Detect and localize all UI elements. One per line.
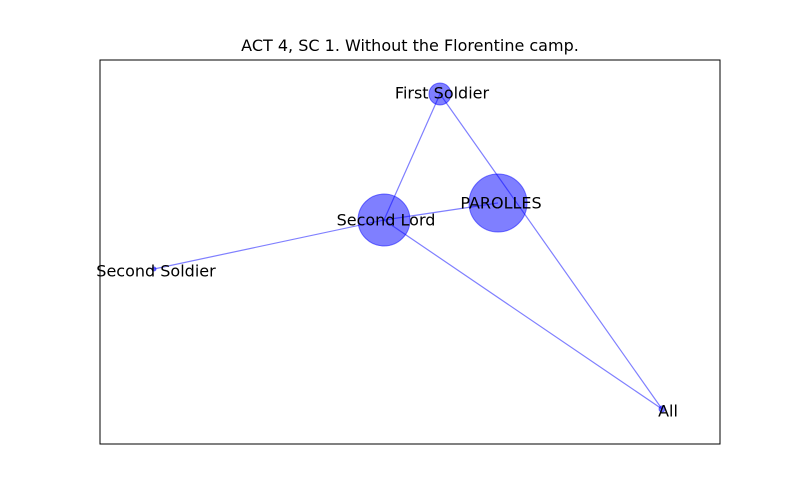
node-label-second-lord: Second Lord [337,211,436,230]
nodes-layer [151,82,666,413]
node-second-soldier [151,266,157,272]
node-all [658,405,666,413]
node-parolles [468,173,528,233]
edge-second-lord-all [383,219,663,410]
node-label-second-soldier: Second Soldier [96,262,216,281]
labels-layer: First Soldier PAROLLES Second Lord Second S… [96,84,678,421]
edge-second-lord-second-soldier [153,219,385,270]
node-label-first-soldier: First Soldier [395,84,490,103]
node-first-soldier [428,82,452,106]
plot-frame [99,59,721,445]
node-second-lord [357,193,411,247]
edge-first-soldier-all [439,93,663,410]
node-label-parolles: PAROLLES [460,194,541,213]
figure-title: ACT 4, SC 1. Without the Florentine camp… [241,36,579,55]
node-label-all: All [658,402,678,421]
